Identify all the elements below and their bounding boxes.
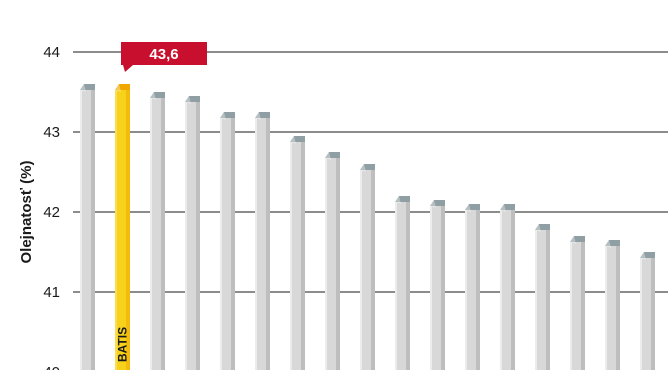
bar-shade <box>336 158 340 370</box>
bar <box>290 136 305 370</box>
bar-cap-shine <box>150 92 156 100</box>
bar-shade <box>651 258 655 370</box>
y-tick-label: 43 <box>43 124 60 141</box>
bar-cap-shine <box>115 84 121 92</box>
bar <box>255 112 270 370</box>
bar <box>360 164 375 370</box>
callout-value: 43,6 <box>149 46 178 63</box>
bar <box>185 96 200 370</box>
bar-edge <box>360 170 362 370</box>
bar-shade <box>371 170 375 370</box>
bar-edge <box>605 246 607 370</box>
bar-cap-shine <box>535 224 541 232</box>
bar-edge <box>640 258 642 370</box>
bar <box>220 112 235 370</box>
bar-cap <box>570 236 585 242</box>
bar-cap-shine <box>255 112 261 120</box>
bar <box>500 204 515 370</box>
bar-shade <box>301 142 305 370</box>
bar-shade <box>511 210 515 370</box>
bar-cap-shine <box>500 204 506 212</box>
bar <box>640 252 655 370</box>
bar-shade <box>546 230 550 370</box>
bar-edge <box>535 230 537 370</box>
bar-cap-shine <box>220 112 226 120</box>
bar-shade <box>581 242 585 370</box>
callout-pointer <box>123 65 133 72</box>
bar-cap <box>395 196 410 202</box>
bar-cap <box>255 112 270 118</box>
bar-cap-shine <box>360 164 366 172</box>
bar-cap <box>465 204 480 210</box>
bar-edge <box>430 206 432 370</box>
bar-edge <box>395 202 397 370</box>
bar-cap <box>605 240 620 246</box>
callout-box <box>121 42 207 65</box>
bar-edge <box>290 142 292 370</box>
highlight-bar-label: BATIS <box>116 327 130 362</box>
bar-edge <box>220 118 222 370</box>
bar-shade <box>441 206 445 370</box>
bar-cap-shine <box>395 196 401 204</box>
bar <box>80 84 95 370</box>
bar-cap <box>185 96 200 102</box>
bar-cap-shine <box>640 252 646 260</box>
bar-edge <box>500 210 502 370</box>
bar-edge <box>465 210 467 370</box>
y-axis-label: Olejnatosť (%) <box>18 160 35 263</box>
bar-shade <box>91 90 95 370</box>
bar-shade <box>126 90 130 370</box>
bar-cap <box>80 84 95 90</box>
bar-cap-shine <box>570 236 576 244</box>
y-tick-label: 44 <box>43 44 60 61</box>
bar-shade <box>616 246 620 370</box>
bar <box>605 240 620 370</box>
bar-cap <box>325 152 340 158</box>
bar-shade <box>476 210 480 370</box>
bar <box>465 204 480 370</box>
bar-cap <box>290 136 305 142</box>
bar-cap <box>535 224 550 230</box>
bar-cap-shine <box>430 200 436 208</box>
bar-shade <box>196 102 200 370</box>
bar <box>430 200 445 370</box>
bar-edge <box>325 158 327 370</box>
bar <box>570 236 585 370</box>
bar-edge <box>185 102 187 370</box>
bar-cap-shine <box>325 152 331 160</box>
bar-edge <box>115 90 117 370</box>
bar-cap <box>220 112 235 118</box>
bar <box>150 92 165 370</box>
bar-cap <box>640 252 655 258</box>
bar-cap <box>360 164 375 170</box>
bar-cap <box>500 204 515 210</box>
bars-layer <box>80 84 655 370</box>
bar-cap <box>430 200 445 206</box>
bar-shade <box>406 202 410 370</box>
y-tick-label: 41 <box>43 284 60 301</box>
bar-cap-shine <box>465 204 471 212</box>
bar-shade <box>266 118 270 370</box>
bar <box>535 224 550 370</box>
bar-cap <box>115 84 130 90</box>
y-tick-label: 40 <box>43 364 60 370</box>
bar-cap-shine <box>80 84 86 92</box>
bar-shade <box>161 98 165 370</box>
bar-edge <box>150 98 152 370</box>
bar-cap <box>150 92 165 98</box>
bar-cap-shine <box>290 136 296 144</box>
bar-cap-shine <box>605 240 611 248</box>
bar-shade <box>231 118 235 370</box>
bar-edge <box>255 118 257 370</box>
y-tick-label: 42 <box>43 204 60 221</box>
bar-cap-shine <box>185 96 191 104</box>
bar-edge <box>80 90 82 370</box>
labels-layer: 40 41 42 43 44 BATIS 43,6 <box>43 42 207 370</box>
highlight-bar <box>115 84 130 370</box>
bar <box>395 196 410 370</box>
bar <box>325 152 340 370</box>
bar-edge <box>570 242 572 370</box>
